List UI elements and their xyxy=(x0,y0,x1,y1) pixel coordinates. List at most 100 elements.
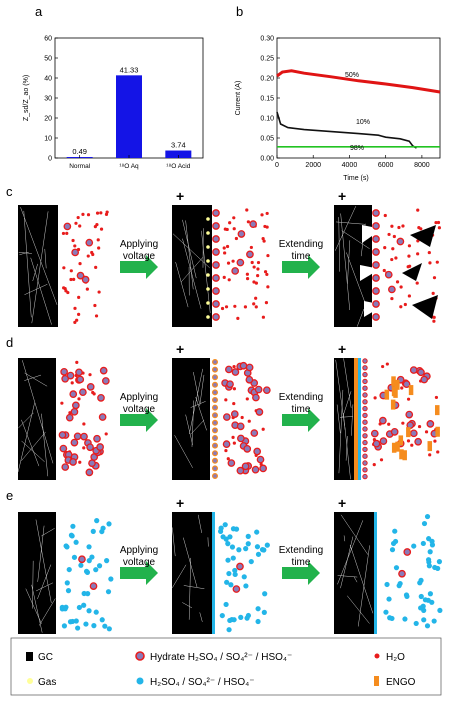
water-molecule xyxy=(99,211,103,215)
acid-ion xyxy=(70,523,76,529)
water-molecule xyxy=(387,232,391,237)
adsorbed-hydrate xyxy=(362,446,368,453)
water-molecule xyxy=(256,274,260,278)
chart-b-x-tick-label: 4000 xyxy=(342,162,358,169)
adsorbed-hydrate xyxy=(212,389,219,396)
hydrate-ion xyxy=(212,300,220,308)
line-chart: Current (A) Time (s) 0.00 0.05 0.10 0.15 0.2… xyxy=(235,36,441,182)
acid-ion xyxy=(223,601,229,608)
water-molecule xyxy=(395,280,400,284)
grain-boundary xyxy=(347,240,351,284)
water-molecule xyxy=(416,208,420,212)
hydrate-ion xyxy=(61,374,70,383)
water-molecule xyxy=(252,302,256,306)
water-molecule xyxy=(90,250,94,255)
grain-boundary xyxy=(338,389,344,474)
grain-boundary xyxy=(37,564,52,600)
hydrate-ion xyxy=(70,438,79,447)
grain-boundary xyxy=(182,219,197,279)
hydrate-ion xyxy=(212,222,220,230)
series-label-50: 50% xyxy=(345,72,359,79)
grain-boundary xyxy=(340,536,354,589)
acid-ion xyxy=(402,616,408,622)
hydrate-ion xyxy=(250,429,259,437)
gas-bubble xyxy=(206,245,210,249)
acid-ion xyxy=(241,574,247,580)
water-molecule xyxy=(254,305,258,309)
acid-ion xyxy=(238,614,244,620)
acid-ion xyxy=(261,547,267,553)
water-molecule xyxy=(403,302,407,307)
hydrate-ion xyxy=(81,275,90,284)
water-molecule xyxy=(390,224,394,228)
anode-plus-sign: + xyxy=(338,188,346,204)
chart-b-x-tick-label: 6000 xyxy=(378,162,394,169)
hydrate-ion xyxy=(249,220,258,229)
grain-boundary xyxy=(356,308,365,327)
grain-boundary xyxy=(185,220,194,290)
hydrate-ion xyxy=(231,267,240,275)
hydrate-ion xyxy=(69,390,78,398)
grain-boundary xyxy=(343,535,346,542)
adsorbed-hydrate xyxy=(212,404,219,411)
hydrate-ion xyxy=(245,363,254,372)
acid-ion xyxy=(431,618,437,624)
process-arrow xyxy=(282,255,320,279)
acid-ion xyxy=(76,604,82,611)
chart-a-y-tick-label: 50 xyxy=(44,56,52,63)
engo-flake xyxy=(435,426,440,437)
water-molecule xyxy=(223,251,227,255)
water-molecule xyxy=(252,265,256,269)
acid-ion xyxy=(63,543,69,549)
water-molecule xyxy=(434,220,438,225)
acid-ion xyxy=(418,577,424,583)
acid-ion xyxy=(68,532,75,538)
grain-boundary xyxy=(189,368,203,435)
hydrate-ion xyxy=(65,413,74,422)
water-molecule xyxy=(231,435,235,439)
water-molecule xyxy=(436,450,440,454)
panel-label-e: e xyxy=(6,488,13,503)
hydrate-ion xyxy=(212,313,220,321)
acid-ion xyxy=(73,618,79,624)
detached-flake xyxy=(412,295,438,319)
acid-ion xyxy=(411,543,417,549)
grain-boundary xyxy=(41,528,55,537)
hydrate-ion xyxy=(414,437,422,446)
hydrate-ion xyxy=(372,300,380,308)
water-molecule xyxy=(415,281,419,285)
hydrate-ion xyxy=(256,455,265,464)
acid-ion xyxy=(245,541,251,547)
water-molecule xyxy=(431,291,435,296)
water-molecule xyxy=(254,281,258,285)
adsorbed-hydrate xyxy=(212,419,219,426)
engo-flake xyxy=(435,405,440,416)
acid-ion xyxy=(75,625,81,631)
chart-b-x-tick-label: 2000 xyxy=(305,162,321,169)
engo-flake xyxy=(384,389,390,400)
water-molecule xyxy=(105,210,109,214)
chart-a-y-axis-label: Z_sd/Z_ao (%) xyxy=(23,75,30,121)
grain-boundary xyxy=(347,595,370,624)
acid-ion xyxy=(389,547,396,553)
acid-ion xyxy=(243,546,249,552)
grain-boundary xyxy=(345,435,348,461)
chart-b-x-axis-label: Time (s) xyxy=(343,175,368,182)
adsorbed-hydrate xyxy=(212,457,219,464)
water-molecule xyxy=(247,419,251,423)
acid-ion xyxy=(78,562,84,568)
acid-ion xyxy=(421,607,427,613)
acid-ion xyxy=(222,522,228,528)
water-molecule xyxy=(381,364,385,369)
interface-layer xyxy=(358,358,361,480)
hydrate-ion xyxy=(384,270,393,279)
acid-ion xyxy=(83,568,90,574)
hydrate-ion xyxy=(89,582,98,590)
series-label-10: 10% xyxy=(356,119,370,126)
water-molecule xyxy=(220,306,225,311)
acid-ion xyxy=(218,525,224,531)
water-molecule xyxy=(265,211,269,216)
hydrate-ion xyxy=(409,366,418,374)
